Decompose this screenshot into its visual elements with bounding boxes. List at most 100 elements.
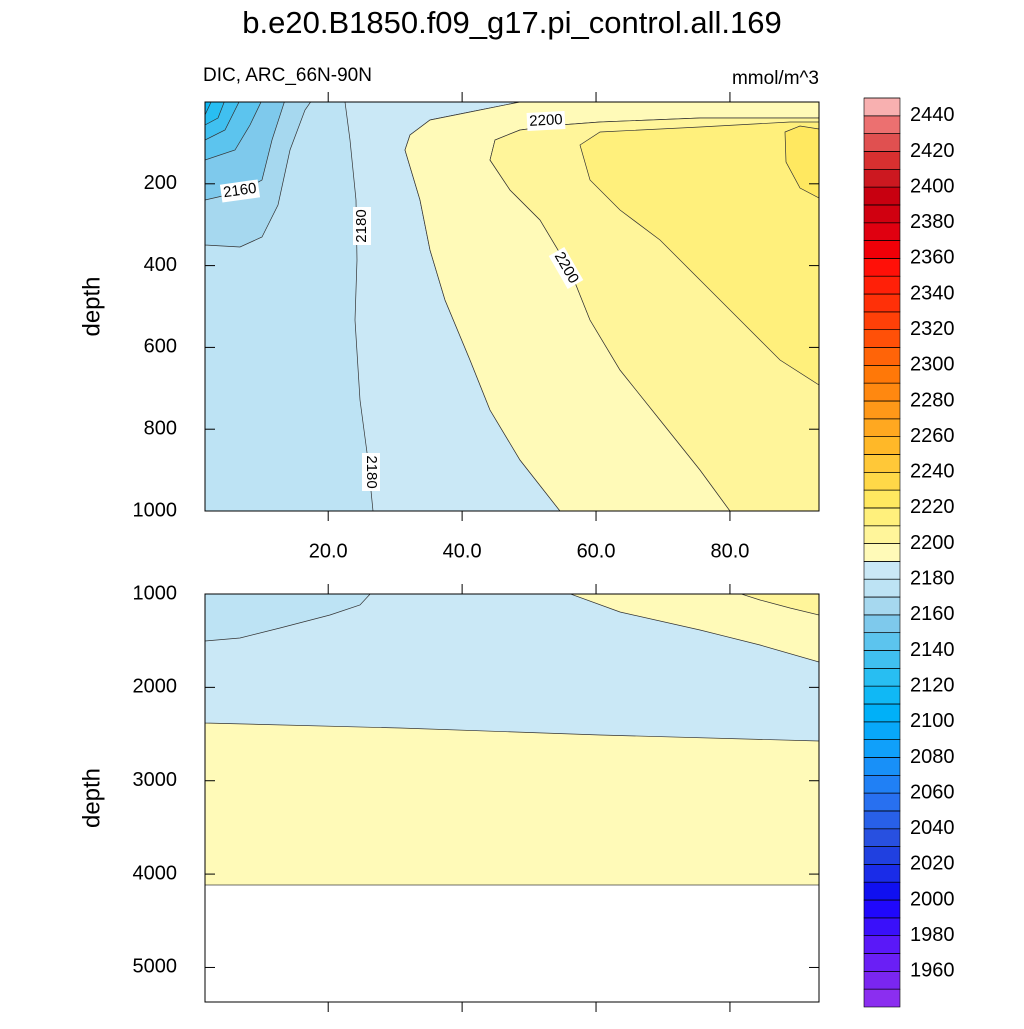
contour-label: 2180 bbox=[353, 209, 370, 242]
colorbar-box bbox=[863, 133, 901, 152]
colorbar-label: 2040 bbox=[910, 817, 955, 839]
colorbar-label: 1980 bbox=[910, 924, 955, 946]
colorbar-box bbox=[863, 507, 901, 527]
colorbar-label: 2180 bbox=[910, 568, 955, 590]
colorbar-label: 2080 bbox=[910, 746, 955, 768]
colorbar-label: 2120 bbox=[910, 674, 955, 696]
colorbar-label: 2400 bbox=[910, 175, 955, 197]
colorbar-box bbox=[863, 721, 901, 740]
colorbar-box bbox=[863, 614, 901, 634]
colorbar-label: 2160 bbox=[910, 603, 955, 625]
colorbar-label: 2220 bbox=[910, 496, 955, 518]
contour-fill-top bbox=[205, 102, 819, 511]
colorbar-label: 2300 bbox=[910, 354, 955, 376]
y-tick-label: 1000 bbox=[133, 582, 178, 604]
colorbar-box bbox=[863, 240, 901, 259]
colorbar-box bbox=[863, 418, 901, 437]
colorbar-box bbox=[863, 935, 901, 954]
contour-label-bg bbox=[219, 179, 261, 203]
colorbar-box bbox=[863, 685, 901, 705]
x-tick-label: 20.0 bbox=[309, 540, 348, 562]
contour-region bbox=[205, 594, 819, 742]
colorbar-label: 2260 bbox=[910, 425, 955, 447]
contour-region bbox=[579, 121, 819, 386]
contour-label-bg bbox=[548, 247, 584, 289]
colorbar-label: 2200 bbox=[910, 532, 955, 554]
contour-label-bg bbox=[362, 453, 380, 491]
contour-label-group: 2180 bbox=[362, 453, 380, 491]
colorbar-box bbox=[863, 632, 901, 651]
contour-label-group: 2160 bbox=[219, 179, 261, 203]
colorbar-box bbox=[863, 329, 901, 348]
colorbar-box bbox=[863, 668, 901, 687]
x-tick-label: 80.0 bbox=[710, 540, 749, 562]
colorbar-box bbox=[863, 115, 901, 134]
colorbar-box bbox=[863, 971, 901, 990]
contour-label-group: 2200 bbox=[526, 111, 566, 131]
colorbar-label: 2020 bbox=[910, 853, 955, 875]
colorbar-box bbox=[863, 953, 901, 972]
colorbar-box bbox=[863, 97, 901, 117]
colorbar-box bbox=[863, 578, 901, 598]
contour-label: 2160 bbox=[222, 180, 257, 201]
colorbar-box bbox=[863, 828, 901, 847]
colorbar-box bbox=[863, 382, 901, 402]
colorbar-label: 2340 bbox=[910, 282, 955, 304]
colorbar-label: 2140 bbox=[910, 639, 955, 661]
y-tick-label: 600 bbox=[144, 336, 177, 358]
y-tick-label: 4000 bbox=[133, 862, 178, 884]
contour-label-bg bbox=[526, 111, 566, 131]
colorbar-label: 2380 bbox=[910, 211, 955, 233]
subtitle: DIC, ARC_66N-90N bbox=[203, 65, 372, 86]
y-axis-label: depth bbox=[78, 768, 105, 828]
y-tick-label: 400 bbox=[144, 254, 177, 276]
chart-title: b.e20.B1850.f09_g17.pi_control.all.169 bbox=[242, 5, 782, 40]
contour-label-bg bbox=[353, 207, 371, 245]
colorbar-box bbox=[863, 792, 901, 812]
contour-region bbox=[740, 594, 819, 616]
contour-label: 2200 bbox=[529, 111, 563, 130]
colorbar-box bbox=[863, 471, 901, 491]
colorbar-box bbox=[863, 757, 901, 776]
contour-fill-bottom bbox=[205, 594, 819, 886]
contour-region bbox=[784, 125, 819, 199]
plot-frame bbox=[204, 101, 820, 512]
contour-region bbox=[205, 102, 225, 126]
plot-frame bbox=[204, 593, 820, 1003]
y-tick-label: 1000 bbox=[133, 499, 178, 521]
colorbar-box bbox=[863, 347, 901, 366]
colorbar-label: 2440 bbox=[910, 104, 955, 126]
colorbar-box bbox=[863, 774, 901, 794]
colorbar-box bbox=[863, 864, 901, 883]
units: mmol/m^3 bbox=[732, 68, 819, 89]
colorbar-label: 2240 bbox=[910, 461, 955, 483]
y-tick-label: 200 bbox=[144, 172, 177, 194]
colorbar-box bbox=[863, 561, 901, 580]
colorbar-box bbox=[863, 275, 901, 295]
colorbar-box bbox=[863, 222, 901, 241]
colorbar-box bbox=[863, 311, 901, 331]
colorbar-box bbox=[863, 168, 901, 188]
y-tick-label: 800 bbox=[144, 417, 177, 439]
colorbar-box bbox=[863, 204, 901, 224]
colorbar-box bbox=[863, 596, 901, 616]
colorbar-box bbox=[863, 454, 901, 473]
colorbar-label: 2320 bbox=[910, 318, 955, 340]
colorbar-box bbox=[863, 365, 901, 384]
colorbar-label: 2000 bbox=[910, 888, 955, 910]
colorbar-box bbox=[863, 881, 901, 901]
contour-region bbox=[205, 102, 212, 116]
colorbar-box bbox=[863, 525, 901, 544]
colorbar-box bbox=[863, 846, 901, 865]
y-axis-label: depth bbox=[78, 276, 105, 336]
contour-label-group: 2180 bbox=[353, 207, 371, 245]
x-tick-label: 40.0 bbox=[443, 540, 482, 562]
colorbar-box bbox=[863, 988, 901, 1008]
colorbar-box bbox=[863, 400, 901, 420]
colorbar-box bbox=[863, 151, 901, 170]
contour-label: 2180 bbox=[363, 455, 380, 488]
colorbar-box bbox=[863, 489, 901, 509]
colorbar-box bbox=[863, 739, 901, 758]
